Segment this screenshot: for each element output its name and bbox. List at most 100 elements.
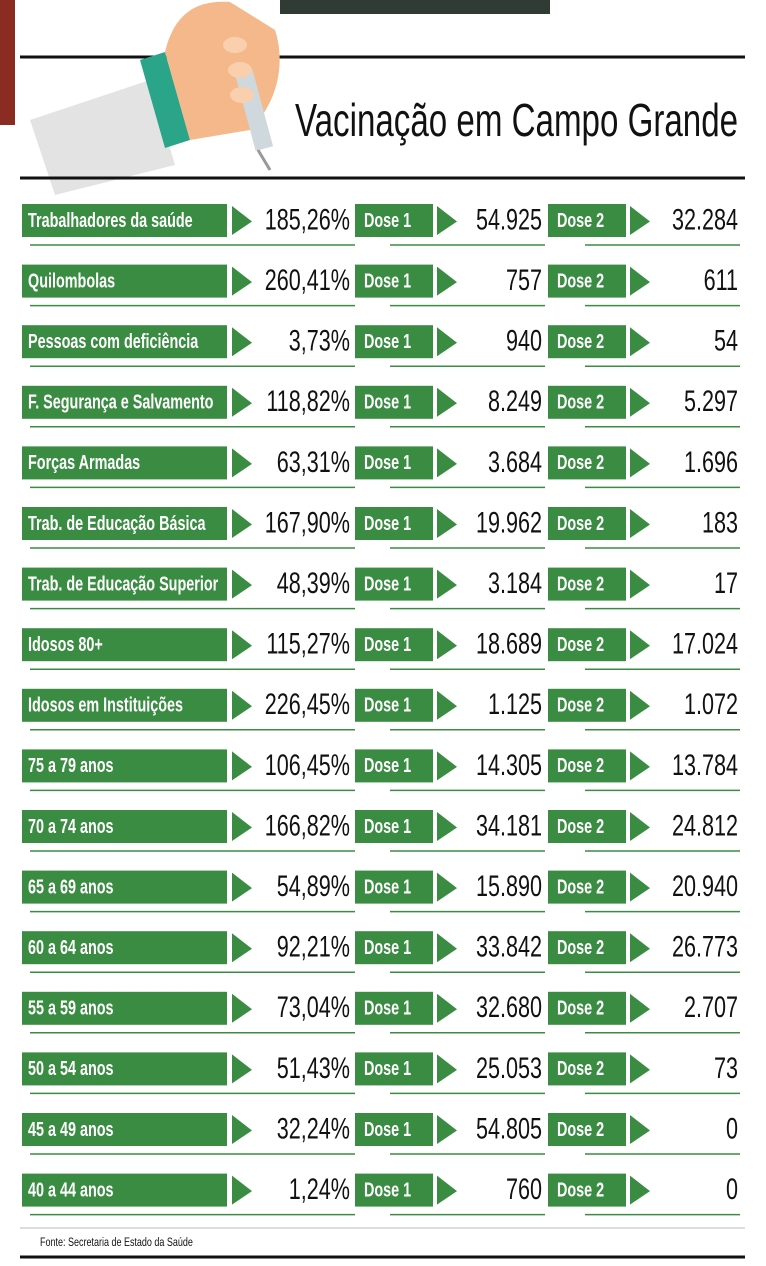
group-box — [22, 810, 227, 843]
arrow — [630, 569, 650, 599]
arrow — [232, 509, 252, 538]
dose-box — [548, 264, 626, 298]
dose1-label: Dose 1 — [364, 390, 411, 413]
dose-box — [355, 688, 433, 722]
arrow — [232, 812, 252, 841]
dose-box — [355, 567, 433, 601]
dose1-label: Dose 1 — [364, 693, 411, 716]
percent: 115,27% — [266, 626, 350, 660]
percent: 48,39% — [277, 565, 350, 599]
group-box — [22, 385, 227, 419]
dose-box — [355, 810, 433, 843]
percent: 167,90% — [265, 505, 350, 539]
dose2-value: 32.284 — [672, 202, 738, 236]
dose-box — [355, 507, 433, 540]
dose-box — [548, 325, 626, 359]
dose-box — [548, 991, 626, 1025]
dose-box — [548, 688, 626, 722]
dose2-value: 24.812 — [672, 808, 738, 842]
group-label: 55 a 59 anos — [28, 996, 114, 1019]
dose2-value: 17.024 — [672, 626, 738, 660]
dose2-label: Dose 2 — [557, 1178, 604, 1201]
group-box — [22, 688, 227, 722]
arrow — [630, 206, 650, 235]
dose1-label: Dose 1 — [364, 814, 411, 837]
dose2-label: Dose 2 — [557, 451, 604, 474]
arrow — [630, 509, 650, 538]
dose-box — [548, 385, 626, 419]
arrow — [232, 387, 252, 417]
group-box — [22, 628, 227, 662]
dose1-value: 34.181 — [476, 808, 542, 842]
arrow — [437, 630, 457, 660]
dose1-label: Dose 1 — [364, 875, 411, 898]
dose-box — [355, 1052, 433, 1086]
arrow — [437, 1115, 457, 1144]
dose-box — [548, 870, 626, 904]
arrow — [232, 1115, 252, 1144]
dose-box — [548, 1052, 626, 1086]
dose2-label: Dose 2 — [557, 633, 604, 656]
dose-box — [355, 325, 433, 359]
dose2-value: 1.696 — [684, 444, 738, 478]
group-box — [22, 749, 227, 783]
group-label: 60 a 64 anos — [28, 936, 114, 959]
group-label: 45 a 49 anos — [28, 1117, 114, 1140]
percent: 185,26% — [265, 202, 350, 236]
arrow — [232, 569, 252, 599]
dose2-value: 0 — [726, 1171, 738, 1205]
group-box — [22, 204, 227, 237]
decor-band — [280, 0, 550, 14]
dose-box — [548, 507, 626, 540]
group-label: Trabalhadores da saúde — [28, 208, 193, 231]
dose-box — [355, 264, 433, 298]
dose1-value: 25.053 — [476, 1050, 542, 1084]
dose1-value: 940 — [506, 323, 542, 357]
dose1-label: Dose 1 — [364, 269, 411, 292]
dose1-label: Dose 1 — [364, 1057, 411, 1080]
dose2-label: Dose 2 — [557, 754, 604, 777]
dose-box — [355, 204, 433, 237]
group-label: Forças Armadas — [28, 451, 140, 474]
group-box — [22, 991, 227, 1025]
group-label: 65 a 69 anos — [28, 875, 114, 898]
percent: 1,24% — [289, 1171, 350, 1205]
dose1-value: 54.805 — [476, 1111, 542, 1145]
group-box — [22, 1052, 227, 1086]
group-box — [22, 325, 227, 359]
dose-box — [355, 749, 433, 783]
arrow — [232, 751, 252, 781]
dose1-value: 3.684 — [488, 444, 542, 478]
dose1-label: Dose 1 — [364, 996, 411, 1019]
dose1-value: 32.680 — [476, 990, 542, 1024]
dose1-label: Dose 1 — [364, 1117, 411, 1140]
dose-box — [355, 628, 433, 662]
group-label: Trab. de Educação Básica — [28, 511, 206, 534]
group-box — [22, 446, 227, 480]
arrow — [437, 933, 457, 963]
group-label: Quilombolas — [28, 269, 115, 292]
group-label: 70 a 74 anos — [28, 814, 114, 837]
dose-box — [355, 1113, 433, 1146]
decor-red — [0, 0, 15, 125]
dose2-label: Dose 2 — [557, 208, 604, 231]
arrow — [232, 1175, 252, 1205]
dose2-label: Dose 2 — [557, 814, 604, 837]
dose2-value: 5.297 — [684, 384, 738, 418]
group-label: Idosos 80+ — [28, 633, 103, 656]
arrow — [437, 872, 457, 902]
arrow — [437, 387, 457, 417]
dose2-label: Dose 2 — [557, 330, 604, 353]
group-label: F. Segurança e Salvamento — [28, 390, 213, 413]
dose1-value: 18.689 — [476, 626, 542, 660]
arrow — [437, 690, 457, 720]
dose1-value: 33.842 — [476, 929, 542, 963]
group-box — [22, 264, 227, 298]
arrow — [437, 448, 457, 478]
percent: 3,73% — [289, 323, 350, 357]
percent: 260,41% — [265, 262, 350, 296]
dose1-label: Dose 1 — [364, 1178, 411, 1201]
arrow — [232, 690, 252, 720]
arrow — [232, 448, 252, 478]
arrow — [232, 266, 252, 296]
